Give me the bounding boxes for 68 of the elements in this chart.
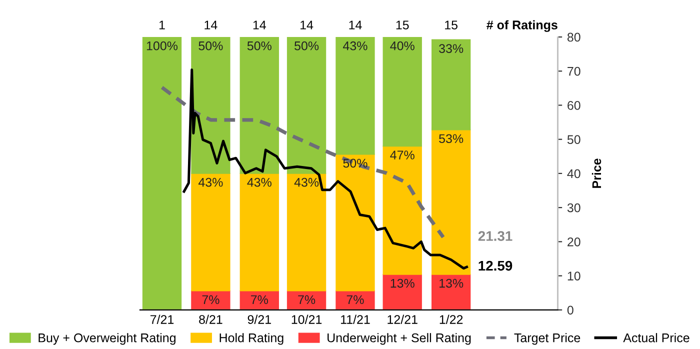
data-label: 7%: [346, 295, 364, 304]
data-label: 50%: [247, 41, 272, 50]
bar: [336, 290, 375, 310]
text: 14: [253, 20, 266, 30]
bar: [142, 36, 182, 310]
data-label: 7%: [298, 295, 316, 304]
bar: [431, 274, 471, 310]
bar: [382, 274, 422, 310]
y2-tick-label: 30: [567, 203, 580, 212]
text: 14: [204, 20, 218, 30]
data-label: 100%: [146, 41, 178, 50]
y2-tick-label: 20: [568, 237, 580, 246]
legend-label: Target Price: [514, 333, 580, 345]
x-tick-label: 7/21: [150, 314, 174, 324]
bar: [431, 129, 471, 275]
data-label: 43%: [247, 178, 272, 187]
legend-label: Buy + Overweight Rating: [38, 333, 176, 345]
y2-tick-label: 40: [567, 169, 580, 178]
bar: [286, 36, 326, 174]
bar: [191, 290, 230, 310]
legend-label: Actual Price: [623, 333, 690, 342]
bar: [336, 36, 375, 155]
bar: [286, 173, 326, 292]
text: 14: [300, 20, 314, 30]
bar: [191, 173, 230, 292]
y2-tick-label: 70: [568, 66, 580, 76]
data-label: 53%: [439, 134, 464, 144]
y2-axis-title: Price: [592, 158, 602, 188]
annotation: 21.31: [478, 231, 512, 241]
x-tick-label: 9/21: [248, 314, 271, 324]
data-label: 43%: [343, 41, 368, 50]
data-label: 43%: [294, 178, 319, 187]
annotation: 12.59: [478, 260, 512, 271]
y2-tick-label: 60: [568, 101, 580, 110]
legend-label: Hold Rating: [220, 333, 284, 345]
bar: [382, 36, 422, 147]
legend-label: Underweight + Sell Rating: [328, 333, 471, 345]
text: 14: [349, 20, 362, 30]
bar: [336, 154, 375, 292]
bar: [240, 36, 279, 174]
bar: [431, 39, 471, 130]
x-tick-label: 11/21: [341, 314, 370, 324]
y2-tick-label: 80: [567, 32, 580, 42]
text: 1: [159, 20, 165, 30]
x-tick-label: 1/22: [440, 314, 463, 324]
data-label: 13%: [390, 278, 414, 288]
x-tick-label: 8/21: [199, 314, 222, 324]
text: 15: [396, 20, 409, 30]
y2-tick-label: 50: [567, 135, 580, 144]
data-label: 13%: [440, 278, 464, 288]
bar: [382, 146, 422, 275]
data-label: 40%: [390, 41, 414, 50]
text: # of Ratings: [486, 20, 558, 32]
line-series: [182, 68, 468, 270]
data-label: 50%: [198, 41, 223, 50]
data-label: 47%: [390, 150, 414, 160]
data-label: 33%: [439, 44, 464, 53]
data-label: 7%: [202, 295, 220, 304]
data-label: 50%: [294, 41, 319, 50]
data-label: 43%: [198, 178, 223, 187]
y2-tick-label: 10: [568, 272, 580, 280]
bar: [240, 173, 279, 292]
x-tick-label: 10/21: [292, 314, 322, 324]
y2-tick-label: 0: [567, 306, 574, 315]
text: 15: [445, 20, 458, 30]
bar: [191, 36, 230, 174]
data-label: 7%: [251, 295, 268, 304]
x-tick-label: 12/21: [388, 314, 418, 324]
